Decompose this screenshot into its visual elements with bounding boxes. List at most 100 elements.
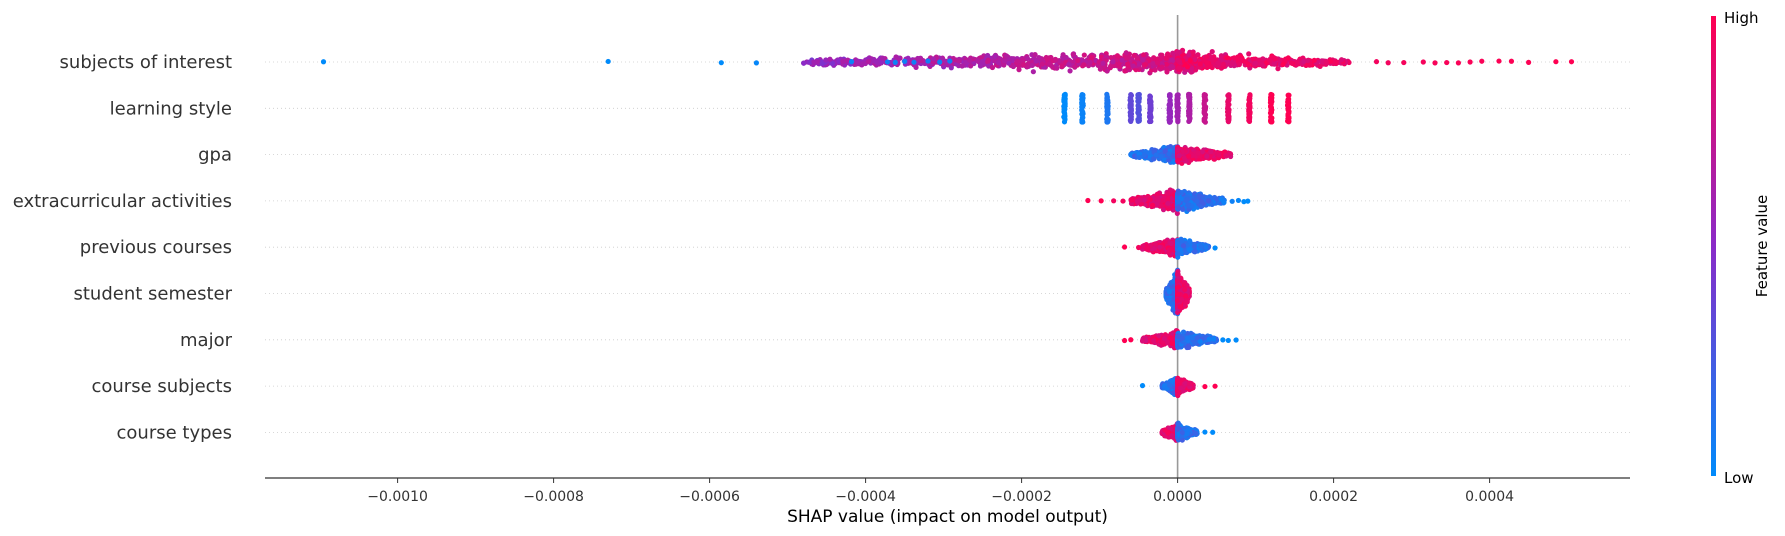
data-point	[1176, 65, 1182, 71]
data-point	[1152, 241, 1158, 247]
grid-lines	[265, 61, 1630, 433]
data-point	[1526, 59, 1532, 65]
data-point	[1229, 198, 1235, 204]
data-point	[1104, 68, 1110, 74]
data-point	[995, 60, 1002, 66]
data-point	[962, 59, 969, 66]
data-point	[1164, 67, 1170, 73]
data-point	[1070, 51, 1076, 57]
data-point	[1317, 63, 1323, 70]
data-point	[1174, 104, 1180, 110]
data-point	[1168, 63, 1175, 69]
data-point	[893, 54, 899, 60]
data-point	[937, 59, 943, 65]
data-point	[1508, 58, 1515, 64]
data-point	[1033, 58, 1039, 64]
data-point	[1167, 101, 1173, 108]
data-point	[753, 60, 760, 66]
data-point	[1006, 60, 1012, 66]
data-point	[947, 58, 953, 64]
data-point	[1128, 107, 1134, 114]
data-point	[1096, 59, 1102, 65]
data-point	[1167, 97, 1173, 104]
data-point	[1444, 59, 1450, 66]
data-point	[1137, 197, 1143, 203]
data-point	[1175, 147, 1181, 153]
data-point	[1105, 100, 1111, 106]
data-point	[1175, 158, 1181, 164]
data-point	[1285, 97, 1291, 103]
data-point	[1120, 198, 1126, 204]
data-point	[1166, 93, 1173, 99]
data-point	[1246, 116, 1253, 122]
data-point	[1135, 103, 1141, 109]
data-point	[855, 59, 861, 66]
data-point	[1098, 198, 1104, 204]
data-point	[1079, 100, 1085, 106]
data-point	[1204, 54, 1210, 60]
data-point	[1184, 196, 1191, 202]
data-point	[1246, 51, 1252, 57]
data-point	[1080, 114, 1086, 121]
data-point	[1226, 108, 1232, 114]
data-point	[1197, 61, 1203, 67]
data-point	[1286, 92, 1292, 98]
feature-row	[1121, 236, 1218, 260]
data-point	[1186, 94, 1193, 100]
data-point	[1209, 57, 1215, 63]
data-point	[1163, 55, 1169, 61]
data-point	[1147, 196, 1153, 203]
data-point	[1184, 64, 1191, 70]
data-point	[1044, 56, 1050, 62]
data-point	[1036, 54, 1042, 61]
data-point	[1373, 59, 1380, 65]
data-point	[1029, 62, 1035, 68]
data-point	[1010, 63, 1016, 70]
data-point	[1145, 245, 1151, 251]
data-point	[1224, 55, 1230, 61]
data-point	[1247, 93, 1253, 99]
data-point	[884, 59, 891, 65]
data-point	[916, 56, 922, 62]
data-point	[1455, 60, 1461, 66]
data-point	[1268, 97, 1275, 103]
data-point	[1204, 60, 1210, 66]
data-point	[1136, 154, 1143, 161]
data-point	[1467, 59, 1473, 65]
data-point	[1067, 68, 1073, 74]
data-point	[1014, 58, 1021, 64]
data-point	[1110, 59, 1116, 65]
data-point	[1205, 198, 1211, 204]
data-point	[902, 58, 908, 64]
feature-row	[1128, 143, 1234, 166]
data-point	[1245, 62, 1251, 68]
data-point	[948, 65, 954, 71]
data-point	[1385, 60, 1391, 66]
data-point	[1061, 98, 1068, 105]
data-point	[1272, 56, 1278, 62]
data-point	[1496, 58, 1502, 64]
data-point	[1119, 57, 1125, 63]
data-point	[1150, 60, 1156, 67]
data-point	[1168, 246, 1174, 252]
data-point	[1079, 104, 1085, 110]
data-point	[1215, 60, 1222, 66]
data-point	[959, 63, 965, 69]
data-point	[865, 58, 872, 64]
data-point	[879, 55, 886, 61]
data-point	[1152, 67, 1158, 73]
data-point	[1136, 61, 1142, 67]
data-point	[1016, 63, 1022, 69]
data-point	[1052, 56, 1059, 63]
data-point	[1185, 108, 1192, 114]
data-point	[836, 58, 842, 65]
data-point	[1204, 64, 1210, 71]
data-point	[1176, 58, 1182, 64]
data-point	[1167, 118, 1174, 124]
data-point	[967, 57, 973, 63]
data-point	[1140, 57, 1146, 63]
data-point	[1060, 52, 1066, 58]
data-point	[1088, 54, 1094, 61]
data-point	[1134, 55, 1140, 61]
